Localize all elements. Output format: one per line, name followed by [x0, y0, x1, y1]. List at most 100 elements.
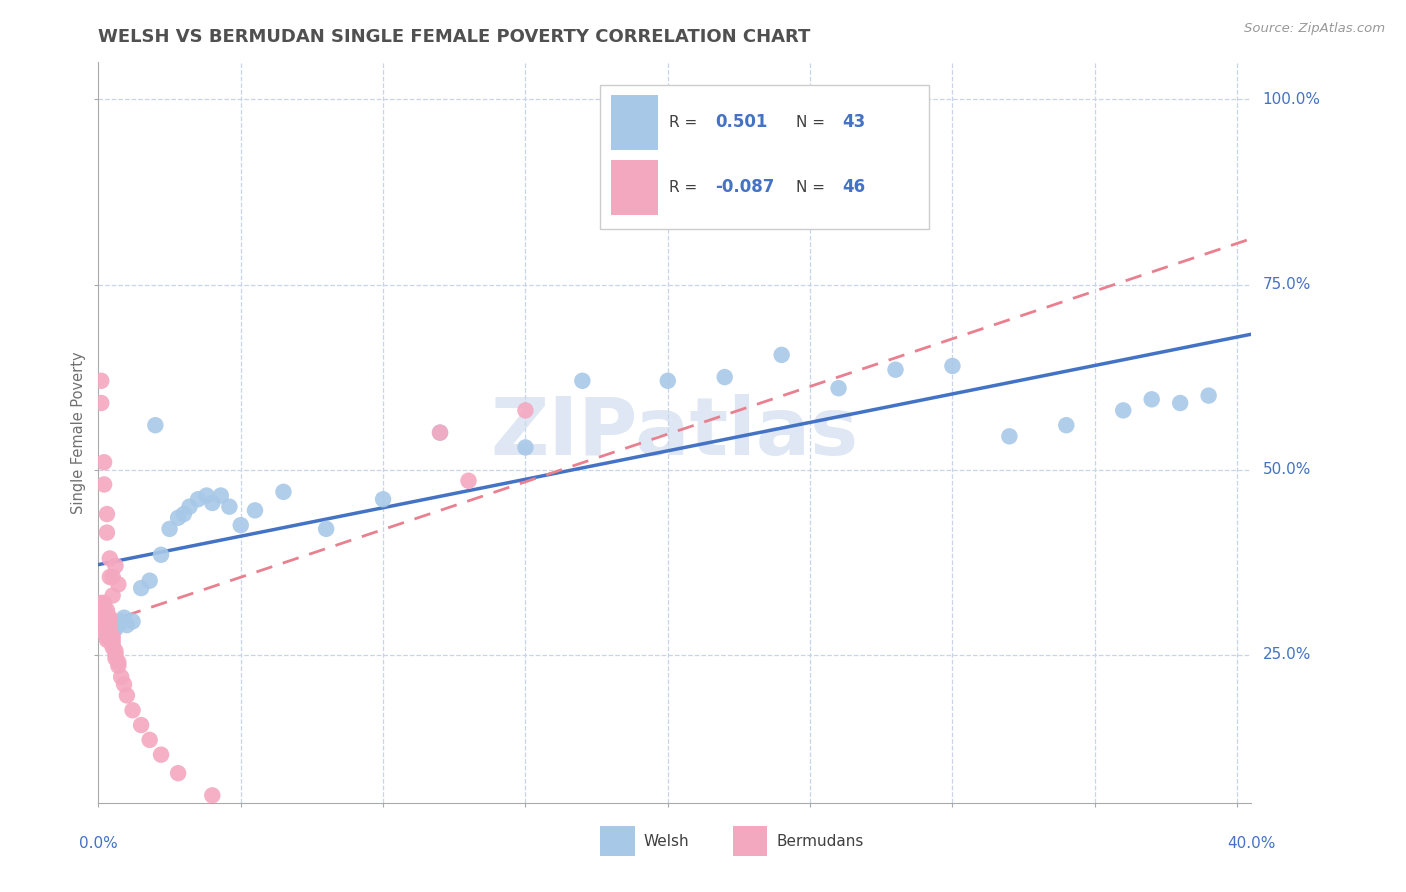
Point — [96, 610, 118, 624]
Point — [110, 615, 132, 629]
Point — [884, 362, 907, 376]
Point — [457, 474, 479, 488]
Point — [104, 648, 127, 662]
Text: 46: 46 — [842, 178, 865, 196]
Point — [96, 615, 118, 629]
Point — [150, 747, 173, 762]
Point — [218, 500, 240, 514]
Point — [201, 789, 224, 803]
Point — [101, 629, 124, 643]
Point — [93, 603, 115, 617]
Point — [98, 625, 121, 640]
FancyBboxPatch shape — [612, 160, 658, 215]
Text: N =: N = — [796, 179, 830, 194]
Point — [101, 632, 124, 647]
Point — [96, 603, 118, 617]
Point — [104, 651, 127, 665]
Point — [101, 589, 124, 603]
Point — [229, 518, 252, 533]
Text: 25.0%: 25.0% — [1263, 648, 1310, 662]
Point — [96, 507, 118, 521]
Point — [107, 658, 129, 673]
Text: Source: ZipAtlas.com: Source: ZipAtlas.com — [1244, 22, 1385, 36]
Point — [121, 615, 143, 629]
Point — [96, 607, 118, 621]
Text: 75.0%: 75.0% — [1263, 277, 1310, 292]
Text: 0.501: 0.501 — [716, 113, 768, 131]
Point — [93, 625, 115, 640]
Point — [187, 492, 209, 507]
Point — [138, 732, 160, 747]
Point — [104, 558, 127, 573]
Point — [1112, 403, 1135, 417]
Text: 40.0%: 40.0% — [1227, 836, 1275, 851]
Point — [96, 618, 118, 632]
Point — [159, 522, 181, 536]
Point — [93, 477, 115, 491]
Point — [98, 629, 121, 643]
Y-axis label: Single Female Poverty: Single Female Poverty — [70, 351, 86, 514]
Text: Welsh: Welsh — [644, 834, 689, 849]
Point — [96, 632, 118, 647]
Point — [107, 655, 129, 669]
Point — [98, 551, 121, 566]
Point — [150, 548, 173, 562]
Point — [107, 577, 129, 591]
Point — [138, 574, 160, 588]
Text: R =: R = — [669, 115, 702, 129]
Point — [243, 503, 266, 517]
Point — [129, 718, 152, 732]
Point — [998, 429, 1021, 443]
Point — [515, 403, 537, 417]
Point — [101, 637, 124, 651]
Point — [90, 596, 112, 610]
Point — [104, 622, 127, 636]
Point — [96, 525, 118, 540]
Point — [429, 425, 451, 440]
Text: 0.0%: 0.0% — [79, 836, 118, 851]
FancyBboxPatch shape — [600, 85, 928, 229]
Text: 43: 43 — [842, 113, 865, 131]
Point — [209, 489, 232, 503]
Point — [115, 618, 138, 632]
Point — [93, 455, 115, 469]
Point — [107, 618, 129, 632]
Text: Bermudans: Bermudans — [776, 834, 863, 849]
Point — [90, 622, 112, 636]
Point — [315, 522, 337, 536]
Point — [173, 507, 195, 521]
Point — [112, 610, 135, 624]
Point — [121, 703, 143, 717]
Point — [101, 615, 124, 629]
Point — [515, 441, 537, 455]
Point — [90, 610, 112, 624]
Point — [93, 596, 115, 610]
Point — [98, 622, 121, 636]
Point — [179, 500, 201, 514]
Point — [657, 374, 679, 388]
Point — [371, 492, 394, 507]
Text: R =: R = — [669, 179, 702, 194]
Point — [941, 359, 963, 373]
Text: ZIPatlas: ZIPatlas — [491, 393, 859, 472]
Point — [93, 625, 115, 640]
FancyBboxPatch shape — [600, 827, 634, 856]
Point — [167, 766, 190, 780]
Point — [167, 510, 190, 524]
Point — [98, 618, 121, 632]
Text: -0.087: -0.087 — [716, 178, 775, 196]
Point — [195, 489, 218, 503]
Point — [101, 570, 124, 584]
Point — [98, 618, 121, 632]
Point — [90, 374, 112, 388]
Point — [96, 629, 118, 643]
Point — [1140, 392, 1163, 407]
Point — [1054, 418, 1077, 433]
Point — [96, 622, 118, 636]
Point — [713, 370, 735, 384]
Point — [101, 640, 124, 655]
Point — [104, 644, 127, 658]
Point — [273, 484, 295, 499]
Point — [1198, 389, 1220, 403]
Point — [96, 625, 118, 640]
